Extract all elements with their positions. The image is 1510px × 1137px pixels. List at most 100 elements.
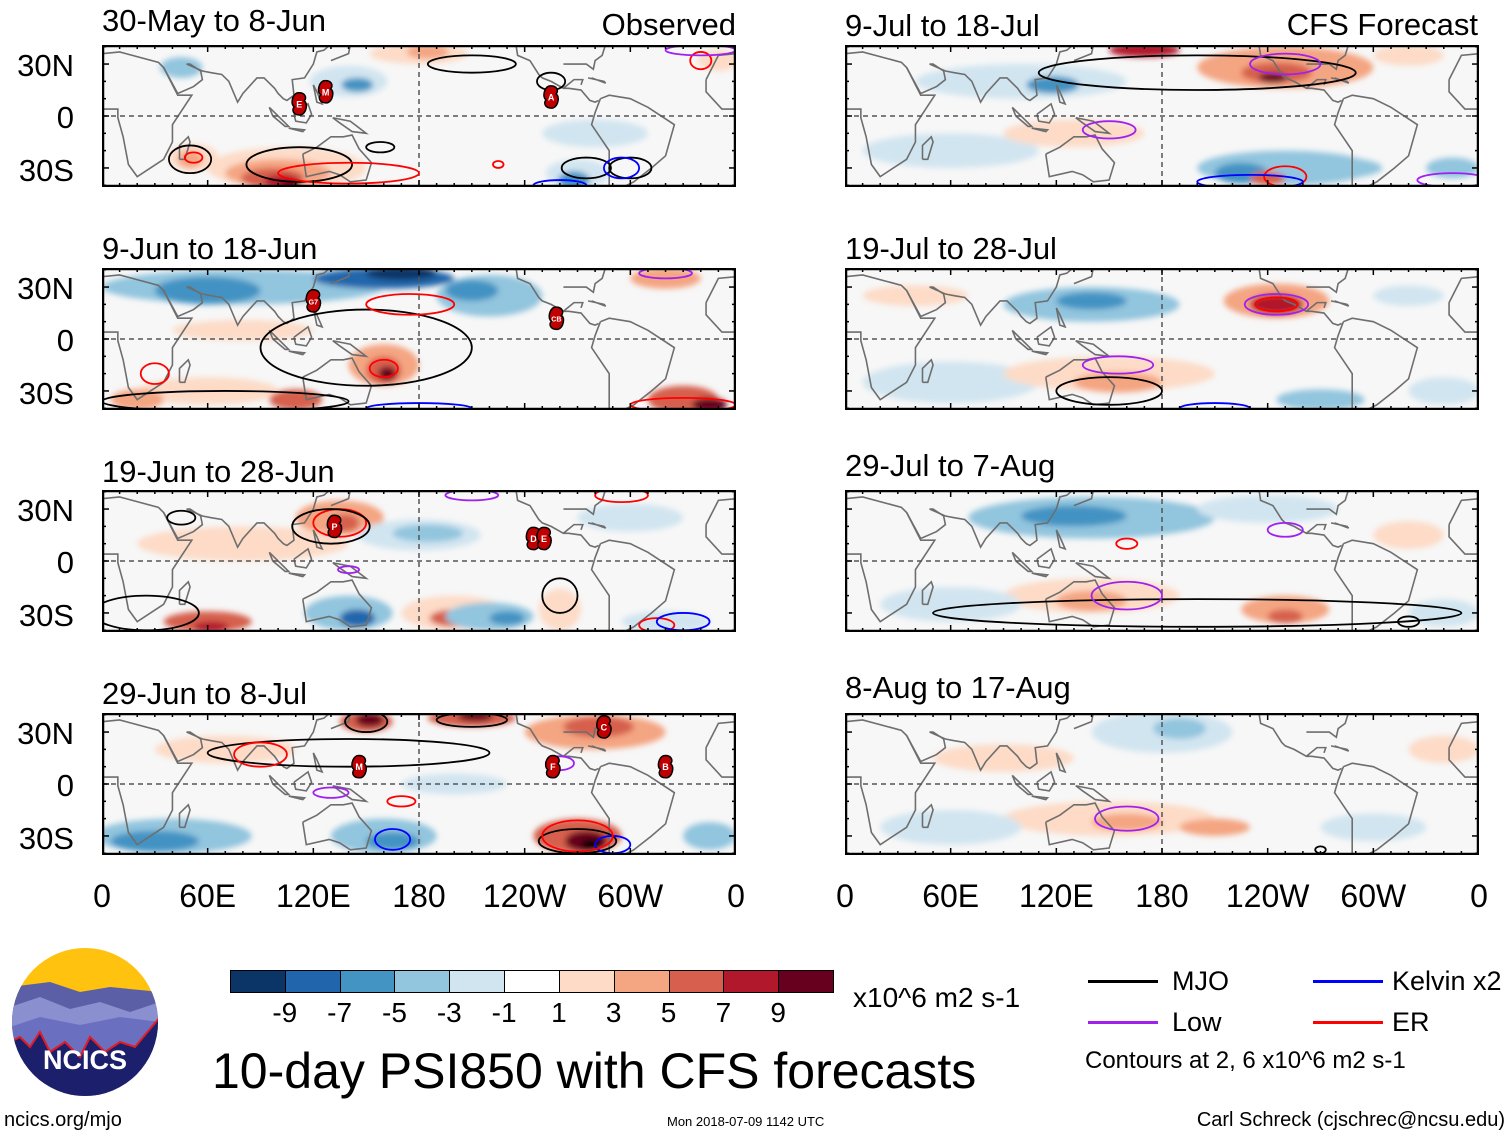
coastline — [562, 301, 584, 312]
anomaly-region — [177, 150, 203, 168]
lat-label: 30N — [17, 271, 74, 306]
coastline — [905, 63, 947, 95]
lat-label: 30N — [17, 716, 74, 751]
storm-label: B — [662, 762, 669, 772]
coastline — [332, 339, 369, 358]
anomaly-region — [683, 822, 736, 850]
coastline — [1306, 490, 1350, 516]
er-contour — [233, 741, 288, 768]
anomaly-region — [862, 361, 1039, 404]
mjo-contour — [206, 738, 491, 768]
coastline — [905, 731, 947, 763]
lon-label: 0 — [93, 878, 111, 914]
coastline — [186, 713, 332, 772]
coastline — [162, 63, 204, 95]
mjo-contour — [1055, 376, 1163, 406]
lat-label: 30S — [18, 153, 74, 188]
storm-label: E — [541, 534, 547, 544]
er-contour — [365, 293, 456, 316]
coastline — [921, 135, 934, 161]
anomaly-region — [1267, 609, 1303, 624]
anomaly-region — [341, 77, 374, 92]
coastline — [845, 496, 937, 623]
er-contour — [1115, 537, 1139, 550]
panel-title: 30-May to 8-Jun — [102, 3, 326, 38]
coastline — [1036, 102, 1056, 124]
coastline — [288, 350, 307, 356]
low-contour — [1081, 355, 1155, 375]
coastline — [1330, 300, 1350, 307]
anomaly-region — [1091, 813, 1162, 831]
forecast-label: CFS Forecast — [1286, 7, 1478, 42]
footer-url[interactable]: ncics.org/mjo — [4, 1109, 122, 1131]
lat-label: 0 — [56, 100, 74, 135]
coastline — [1011, 774, 1034, 796]
anomaly-region — [1241, 62, 1312, 84]
map-panel — [845, 490, 1479, 632]
anomaly-region — [110, 830, 199, 852]
tropical-storm-icon: CB — [548, 306, 565, 331]
coastline — [1044, 802, 1116, 851]
anomaly-region — [392, 524, 464, 542]
er-contour — [594, 490, 649, 504]
coastline — [905, 286, 947, 318]
coastline — [929, 490, 1075, 549]
coastline — [102, 496, 194, 623]
coastline — [1073, 713, 1095, 730]
mjo-contour — [291, 508, 371, 545]
coastline — [1333, 762, 1419, 855]
coastline — [929, 268, 1075, 327]
panel-title: 29-Jul to 7-Aug — [845, 448, 1056, 483]
anomaly-region — [1026, 76, 1080, 94]
mjo-contour — [541, 577, 579, 614]
coastline — [1031, 350, 1050, 356]
lon-label: 120E — [275, 878, 351, 914]
anomaly-region — [1294, 157, 1383, 179]
mjo-contour — [168, 144, 213, 175]
anomaly-region — [1408, 735, 1479, 764]
coastline — [1258, 490, 1342, 549]
lon-label: 180 — [1135, 878, 1189, 914]
anomaly-region — [542, 119, 648, 148]
colorbar-tick-label: 9 — [770, 997, 786, 1028]
storm-label: D — [530, 534, 537, 544]
colorbar-tick-label: -1 — [491, 997, 517, 1028]
coastline — [293, 770, 313, 792]
mjo-contour — [245, 146, 353, 183]
anomaly-region — [1197, 495, 1339, 523]
coastline — [1036, 325, 1056, 347]
coastline — [1036, 547, 1056, 569]
colorbar-bin — [394, 970, 451, 993]
er-contour — [183, 151, 204, 164]
lon-label: 120E — [1018, 878, 1094, 914]
low-contour — [1090, 580, 1163, 611]
coastline — [293, 547, 313, 569]
coastline — [288, 795, 307, 801]
colorbar-bin — [723, 970, 780, 993]
mjo-contour — [1037, 54, 1357, 91]
coastline — [587, 300, 607, 307]
mjo-contour — [608, 156, 653, 180]
low-contour — [1243, 293, 1310, 316]
legend-swatch-kelvin — [1313, 980, 1383, 983]
storm-label: C — [601, 722, 608, 732]
coastline — [1075, 339, 1112, 358]
mjo-contour — [259, 308, 473, 387]
tropical-storm-icon: M — [351, 754, 367, 779]
coastline — [845, 51, 937, 178]
storm-label: M — [355, 762, 363, 772]
anomaly-region — [193, 621, 229, 632]
lat-label: 30S — [18, 598, 74, 633]
low-contour — [1266, 522, 1304, 538]
coastline — [1044, 357, 1116, 406]
logo-text: NCICS — [43, 1045, 127, 1075]
coastline — [293, 325, 313, 347]
anomaly-region — [154, 276, 261, 305]
coastline — [587, 522, 607, 529]
coastline — [1333, 317, 1419, 410]
colorbar-tick-label: 1 — [551, 997, 567, 1028]
coastline — [1305, 301, 1327, 312]
coastline — [1011, 329, 1034, 351]
panel-title: 9-Jun to 18-Jun — [102, 231, 318, 266]
anomaly-region — [445, 280, 499, 301]
